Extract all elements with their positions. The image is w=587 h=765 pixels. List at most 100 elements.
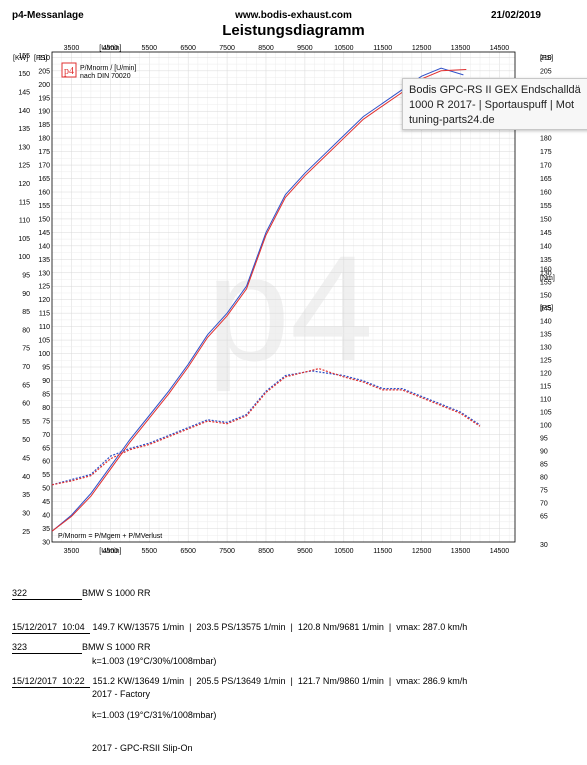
nm-tick: 130 [540,345,552,352]
run-info-322: 322 BMW S 1000 RR 15/12/2017 10:04 149.7 … [12,566,467,711]
run-date: 15/12/2017 10:04 [12,622,90,634]
tooltip-popup: Bodis GPC-RS II GEX Endschalldä 1000 R 2… [402,78,587,130]
x-tick-bottom: 14500 [490,548,510,555]
ps-tick-right: 135 [540,257,552,264]
nm-tick: 100 [540,423,552,430]
kw-tick: 105 [18,236,30,243]
run-description: 2017 - Factory [92,689,151,699]
site-url: www.bodis-exhaust.com [235,10,352,21]
run-model: BMW S 1000 RR [82,642,151,652]
x-tick-top: 3500 [64,45,80,52]
ps-tick-left: 180 [38,136,50,143]
x-tick-top: 13500 [451,45,471,52]
ps-tick-left: 75 [42,418,50,425]
ps-tick-left: 150 [38,216,50,223]
kw-tick: 40 [22,474,30,481]
plot-frame [51,51,516,543]
ps-tick-left: 145 [38,230,50,237]
ps-tick-left: 155 [38,203,50,210]
x-tick-top: 11500 [373,45,392,52]
ps-tick-left: 110 [39,324,50,331]
ps-tick-right: 155 [540,203,552,210]
ps-tick-right-bottom: 30 [540,542,548,549]
nm-tick: 140 [540,319,552,326]
kw-tick: 90 [22,291,30,298]
ps-tick-left: 140 [38,243,50,250]
kw-tick: 95 [22,273,30,280]
ps-tick-right: 145 [540,230,552,237]
kw-tick: 45 [22,456,30,463]
ps-axis-label-left: [PS] [34,55,47,62]
x-tick-top: 4500 [103,45,119,52]
x-tick-bottom: 5500 [141,548,157,555]
legend-badge: p4 [64,66,74,77]
nm-tick: 110 [540,397,551,404]
kw-axis-label: [KW] [13,55,28,62]
ps-tick-left: 130 [38,270,50,277]
ps-tick-left: 170 [38,163,50,170]
nm-tick: 135 [540,332,552,339]
nm-tick: 160 [540,267,552,274]
legend-line-1: P/Mnorm / [U/min] [80,65,136,72]
nm-tick: 120 [540,371,552,378]
ps-tick-left: 85 [42,391,50,398]
x-axis-label-bottom: [U/min] [99,548,121,555]
kw-tick: 35 [22,492,30,499]
run-info-323: 323 BMW S 1000 RR 15/12/2017 10:22 151.2 … [12,620,467,765]
x-tick-top: 10500 [334,45,354,52]
x-tick-bottom: 11500 [373,548,392,555]
nm-tick: 125 [540,358,552,365]
ps-tick-left: 165 [38,176,50,183]
dyno-chart: p4 3500 3500 4500 4500 5500 5500 6500 6500 7500 7… [13,45,555,555]
x-axis-label-top: [U/min] [99,45,121,52]
torque-curve-322-torque [51,370,481,486]
ps-tick-left: 60 [42,459,50,466]
x-tick-bottom: 12500 [412,548,432,555]
kw-tick: 110 [19,218,30,225]
kw-tick: 115 [19,199,30,206]
ps-tick-right: 160 [540,190,552,197]
formula-label: P/Mnorm = P/Mgem + P/MVerlust [58,533,162,540]
chart-curves [51,67,481,532]
kw-tick: 140 [18,108,30,115]
ps-tick-left: 45 [42,499,50,506]
ps-tick-left: 80 [42,405,50,412]
ps-tick-left: 65 [42,445,50,452]
chart-axes: 3500 3500 4500 4500 5500 5500 6500 6500 7500 7500… [13,45,555,555]
ps-tick-left: 30 [42,540,50,547]
kw-tick: 100 [18,254,30,261]
ps-tick-left: 35 [42,526,50,533]
kw-tick: 80 [22,327,30,334]
ps-tick-left: 50 [42,486,50,493]
ps-tick-right: 210 [540,55,552,62]
ps-tick-left: 120 [38,297,50,304]
kw-tick: 130 [18,144,30,151]
kw-tick: 55 [22,419,30,426]
nm-tick: 115 [540,384,551,391]
ps-tick-left: 205 [38,68,50,75]
x-tick-bottom: 10500 [334,548,354,555]
kw-tick: 30 [22,510,30,517]
ps-tick-right: 140 [540,243,552,250]
ps-tick-left: 200 [38,82,50,89]
x-tick-bottom: 8500 [258,548,274,555]
run-stats: 151.2 KW/13649 1/min | 205.5 PS/13649 1/… [92,676,468,686]
nm-axis-label: [Nm] [540,275,555,282]
ps-tick-left: 175 [38,149,50,156]
run-correction: k=1.003 (19°C/31%/1008mbar) [92,710,217,720]
ps-tick-left: 40 [42,513,50,520]
x-tick-bottom: 7500 [219,548,235,555]
ps-tick-right: 150 [540,216,552,223]
report-date: 21/02/2019 [490,10,541,21]
ps-tick-left: 195 [38,95,50,102]
ps-tick-left: 55 [42,472,50,479]
kw-tick: 135 [18,126,30,133]
kw-tick: 120 [18,181,30,188]
kw-tick: 150 [18,71,30,78]
nm-tick: 145 [540,306,552,313]
ps-axis-label-right-2: [PS] [540,305,553,312]
nm-tick: 150 [540,293,552,300]
run-model: BMW S 1000 RR [82,588,151,598]
ps-tick-left: 190 [38,109,50,116]
nm-tick: 65 [540,514,548,521]
